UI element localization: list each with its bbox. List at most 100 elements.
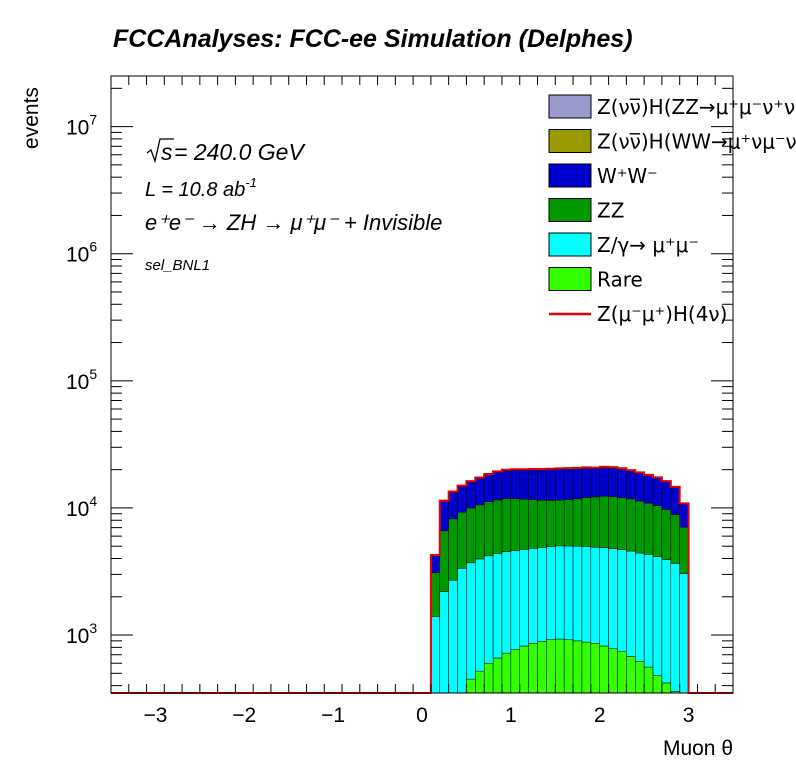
histogram-bar xyxy=(492,657,503,694)
x-axis-label: Muon θ xyxy=(663,737,733,760)
histogram-bar xyxy=(635,552,645,662)
histogram-bar xyxy=(448,518,458,581)
histogram-bar xyxy=(546,469,556,501)
legend-entry: ZZ xyxy=(548,198,624,223)
luminosity-label: L = 10.8 ab-1 xyxy=(145,175,257,201)
plot-frame xyxy=(110,75,734,694)
histogram-bar xyxy=(537,641,547,694)
histogram-bar xyxy=(661,481,672,510)
legend-label: Z(νν̅)H(ZZ→μ⁺μ⁻ν⁺ν⁻) xyxy=(597,95,796,119)
histogram-bar xyxy=(626,470,636,500)
histogram-bar xyxy=(590,496,600,548)
histogram-bar xyxy=(457,511,467,569)
histogram-bar xyxy=(679,573,689,694)
histogram-bar xyxy=(439,500,449,532)
histogram-bar xyxy=(457,486,467,513)
legend-entry: Z(νν̅)H(WW→μ⁺νμ⁻ν) xyxy=(548,129,796,154)
histogram-bar xyxy=(608,467,618,497)
chart-title: FCCAnalyses: FCC-ee Simulation (Delphes) xyxy=(113,25,633,53)
legend-swatch xyxy=(548,129,592,153)
histogram-bar xyxy=(599,495,609,548)
histogram-bar xyxy=(643,475,654,504)
histogram-bar xyxy=(643,502,654,555)
stacked-histogram xyxy=(430,467,689,694)
histogram-bar xyxy=(635,661,645,694)
histogram-bar xyxy=(599,467,609,497)
histogram-bar xyxy=(448,491,458,520)
histogram-bar xyxy=(572,640,583,694)
x-tick-label: −3 xyxy=(143,704,167,727)
histogram-bar xyxy=(501,551,512,654)
histogram-bar xyxy=(608,548,618,650)
histogram-bar xyxy=(617,497,627,550)
x-tick-label: 1 xyxy=(505,704,517,727)
histogram-bar xyxy=(492,472,503,501)
histogram-bar xyxy=(563,545,574,640)
histogram-bar xyxy=(670,514,680,564)
histogram-bar xyxy=(661,559,672,684)
histogram-bar xyxy=(670,563,680,692)
histogram-bar xyxy=(670,487,680,515)
histogram-bar xyxy=(537,469,547,501)
legend-entry: W⁺W⁻ xyxy=(548,163,658,188)
process-label: e⁺e⁻ → ZH → μ⁺μ⁻ + Invisible xyxy=(145,210,442,235)
histogram-bar xyxy=(483,662,494,694)
legend: Z(νν̅)H(ZZ→μ⁺μ⁻ν⁺ν⁻) Z(νν̅)H(WW→μ⁺νμ⁻ν) W⁺… xyxy=(548,94,796,326)
histogram-bar xyxy=(430,555,441,573)
signal-line xyxy=(111,465,733,694)
legend-label: Z/γ→ μ⁺μ⁻ xyxy=(597,233,699,257)
histogram-bar xyxy=(555,499,565,547)
histogram-bar xyxy=(475,670,485,694)
signal-step-line xyxy=(111,465,733,694)
histogram-bar xyxy=(563,468,574,500)
legend-label: W⁺W⁻ xyxy=(597,164,658,188)
histogram-bar xyxy=(501,470,512,499)
histogram-bar xyxy=(608,496,618,549)
histogram-bar xyxy=(546,546,556,640)
histogram-bar xyxy=(635,500,645,554)
histogram-bar xyxy=(617,549,627,652)
histogram-bar xyxy=(679,503,689,528)
histogram-bar xyxy=(475,478,485,506)
histogram-bar xyxy=(590,468,600,498)
series-1 xyxy=(430,545,689,694)
histogram-bar xyxy=(581,641,592,694)
legend-entry: Rare xyxy=(548,267,643,292)
histogram-bar xyxy=(466,507,476,564)
histogram-bar xyxy=(519,469,529,500)
histogram-bar xyxy=(528,643,538,694)
histogram-bar xyxy=(572,468,583,500)
histogram-bar xyxy=(430,616,441,694)
histogram-bar xyxy=(555,638,565,694)
histogram-bar xyxy=(430,572,441,617)
histogram-bar xyxy=(501,498,512,553)
y-tick-label: 107 xyxy=(66,112,97,140)
selection-label: sel_BNL1 xyxy=(145,257,210,274)
histogram-bar xyxy=(652,477,663,506)
histogram-bar xyxy=(492,499,503,555)
histogram-bar xyxy=(626,498,636,552)
legend-swatch xyxy=(548,267,592,291)
histogram-bar xyxy=(501,652,512,694)
x-tick-label: −1 xyxy=(321,704,345,727)
histogram-bar xyxy=(546,639,556,694)
histogram-bar xyxy=(510,550,520,650)
histogram-bar xyxy=(555,545,565,640)
y-tick-label: 106 xyxy=(66,239,97,267)
y-axis-label: events xyxy=(20,87,43,149)
histogram-bar xyxy=(679,526,689,574)
histogram-bar xyxy=(510,649,520,694)
histogram-bar xyxy=(635,473,645,502)
histogram-bar xyxy=(528,499,538,549)
legend-label: ZZ xyxy=(597,199,624,223)
y-tick-label: 104 xyxy=(66,493,97,521)
histogram-bar xyxy=(652,675,663,694)
histogram-bar xyxy=(661,509,672,560)
histogram-bar xyxy=(483,555,494,664)
histogram-bar xyxy=(475,558,485,672)
sqrt-s-label: s = 240.0 GeV xyxy=(146,138,306,165)
histogram-bar xyxy=(528,548,538,644)
sqrt-icon xyxy=(146,138,174,164)
histogram-bar xyxy=(643,666,654,694)
histogram-bar xyxy=(519,645,529,694)
